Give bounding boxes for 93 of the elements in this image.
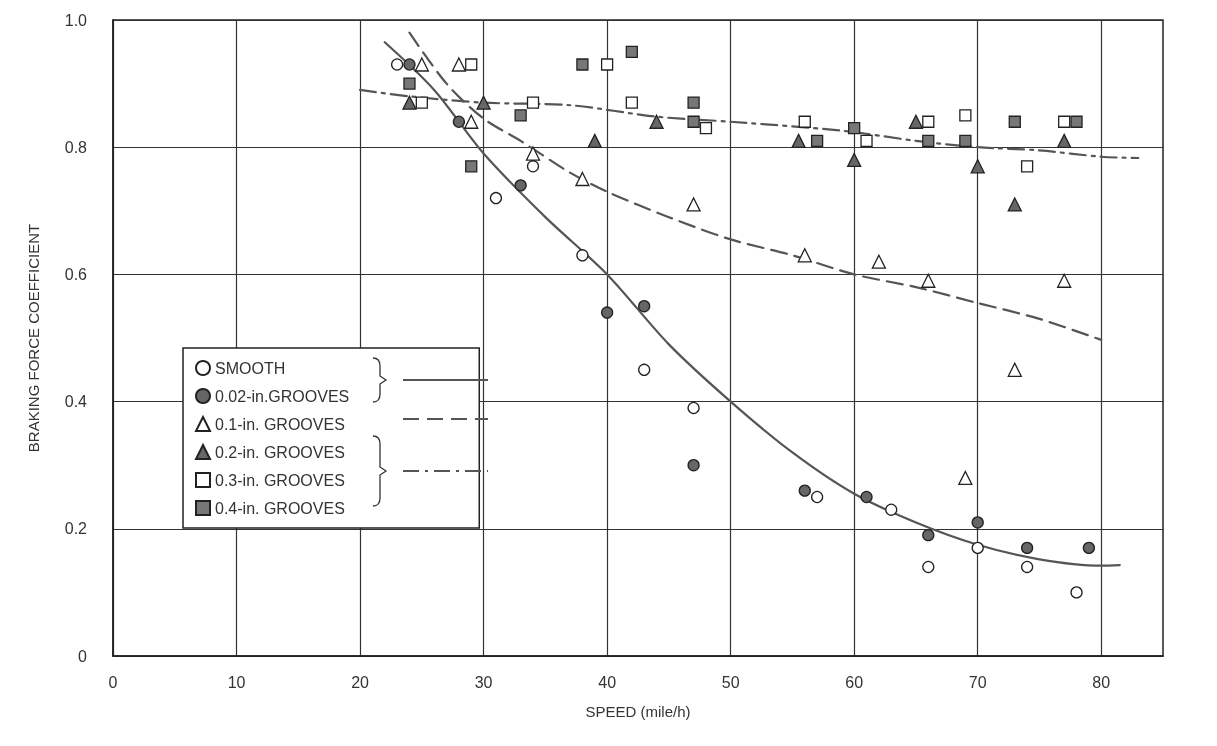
point [638,300,651,313]
point [959,109,972,122]
point [922,115,935,128]
point [465,160,478,173]
point [465,58,478,71]
x-tick-label: 50 [721,673,740,691]
x-tick-label: 10 [227,673,246,691]
legend-label: SMOOTH [215,359,286,377]
point [451,57,467,72]
point [414,57,429,72]
point [576,58,589,71]
point [476,95,491,110]
point [1020,160,1034,173]
point [625,96,638,109]
point [922,529,935,542]
point [687,401,700,415]
point [452,115,466,128]
point [848,121,861,135]
point [921,273,936,288]
point [798,115,811,128]
point [1008,115,1021,128]
point [958,470,973,486]
x-tick-label: 20 [351,673,370,691]
y-tick-label: 0.8 [64,138,88,156]
point [970,159,985,174]
y-tick-label: 0 [78,647,88,665]
point [415,96,428,109]
point [922,134,935,147]
y-tick-label: 0.6 [64,265,88,283]
point [959,134,972,147]
point [514,179,527,192]
point [687,459,700,472]
point [860,134,873,147]
y-tick-label: 0.4 [64,393,88,411]
point [699,121,713,135]
x-tick-label: 0 [108,673,118,691]
x-tick-label: 80 [1092,673,1111,691]
legend-label: 0.4-in. GROOVES [215,499,345,517]
point [797,248,812,263]
point [1058,115,1071,128]
point [810,134,824,147]
point [847,152,862,168]
point [1082,541,1096,555]
point [514,109,527,122]
point [686,197,701,212]
x-tick-label: 40 [598,673,617,691]
y-axis-title: BRAKING FORCE COEFFICIENT [25,223,42,453]
x-axis-title: SPEED (mile/h) [585,703,691,720]
point [687,96,700,109]
point [403,58,416,71]
point [1070,586,1083,599]
legend-label: 0.3-in. GROOVES [215,471,345,489]
point [575,171,590,187]
point [464,114,479,129]
point [1057,133,1072,148]
point [922,560,935,574]
point [1070,115,1083,128]
point [1057,273,1072,288]
legend-label: 0.2-in. GROOVES [215,443,345,461]
x-tick-label: 70 [968,673,987,691]
point [798,484,811,497]
point [489,191,503,205]
legend-label: 0.02-in.GROOVES [215,387,350,405]
point [687,115,700,128]
point [860,490,873,504]
point [810,490,824,504]
point [908,114,924,129]
point [791,133,806,148]
point [1007,362,1022,377]
legend-label: 0.1-in. GROOVES [215,415,345,433]
point [402,95,417,110]
point [638,363,651,376]
x-tick-label: 60 [845,673,864,691]
point [587,133,602,148]
point [649,114,664,129]
point [1020,541,1034,555]
point [526,96,540,109]
point [1020,560,1034,574]
point [525,146,541,161]
point [526,160,540,173]
point [971,541,984,555]
y-tick-label: 0.2 [64,520,88,538]
point [576,249,589,262]
x-tick-label: 30 [474,673,493,691]
point [871,254,887,269]
point [1007,197,1022,212]
point [885,503,898,516]
point [403,77,416,90]
point [600,58,614,71]
y-tick-label: 1.0 [64,11,88,29]
point [625,45,638,58]
point [971,516,984,529]
point [600,306,614,319]
